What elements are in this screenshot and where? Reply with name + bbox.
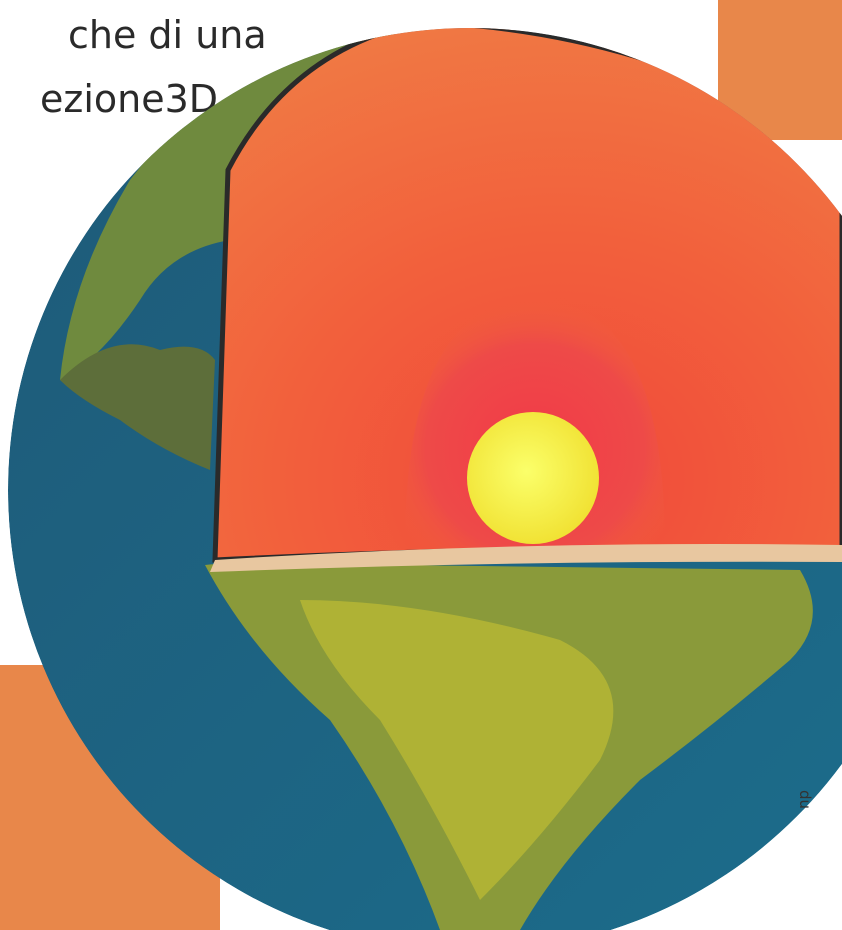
side-label: du bbox=[796, 790, 814, 809]
text-line: che di una bbox=[68, 13, 267, 57]
text-line: ezione3D. bbox=[40, 77, 230, 121]
globe bbox=[8, 28, 842, 930]
